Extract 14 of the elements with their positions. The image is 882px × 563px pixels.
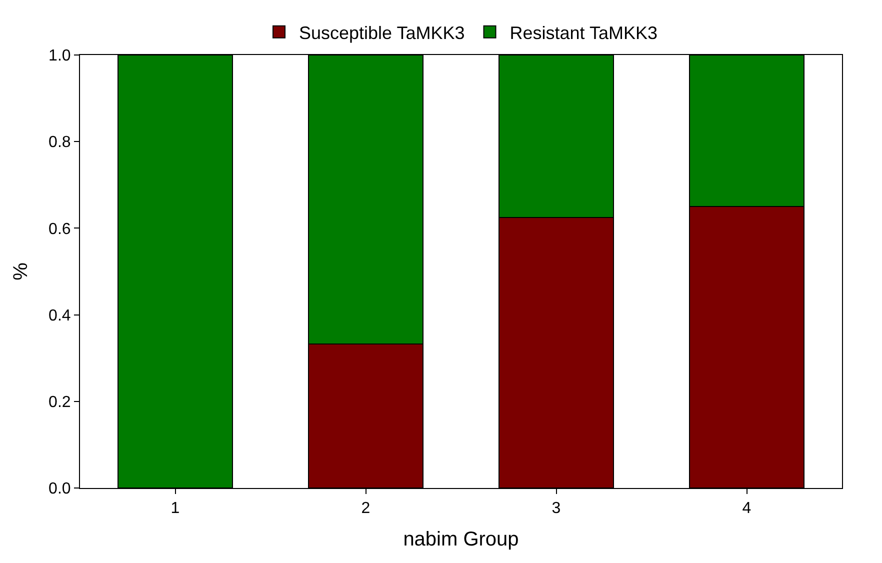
- y-tick-label: 0.8: [48, 134, 71, 152]
- x-axis-title: nabim Group: [403, 528, 519, 551]
- y-tick-label: 0.0: [48, 480, 71, 498]
- y-axis-title: %: [10, 262, 32, 280]
- y-tick-label: 0.6: [48, 220, 71, 238]
- y-tick-label: 1.0: [48, 48, 71, 65]
- y-tick-label: 0.4: [48, 307, 71, 324]
- x-tick-label: 2: [361, 500, 370, 518]
- x-tick-label: 1: [170, 500, 180, 518]
- legend-label: Resistant TaMKK3: [510, 22, 658, 43]
- x-tick-label: 4: [742, 500, 752, 518]
- y-tick-label: 0.2: [48, 394, 71, 411]
- legend-label: Susceptible TaMKK3: [299, 22, 465, 43]
- x-tick-label: 3: [552, 500, 561, 518]
